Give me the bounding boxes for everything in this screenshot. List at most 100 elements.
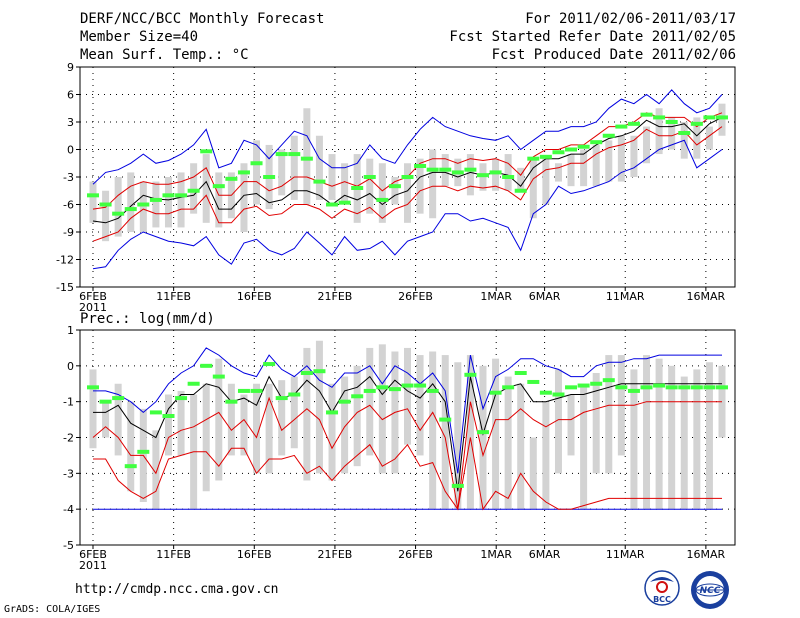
y-tick-label: -3 xyxy=(63,171,74,184)
grads-credit: GrADS: COLA/IGES xyxy=(4,604,101,615)
observed-mark xyxy=(363,175,376,179)
observed-mark xyxy=(250,388,263,393)
observed-mark xyxy=(137,449,150,454)
observed-mark xyxy=(514,371,527,375)
range-box xyxy=(366,347,374,456)
x-tick-label: 21FEB xyxy=(318,290,353,303)
observed-mark xyxy=(250,161,263,166)
inner_lower-line xyxy=(92,126,723,242)
range-box xyxy=(605,140,613,182)
observed-mark xyxy=(149,197,162,202)
y-tick-label: -15 xyxy=(56,281,74,294)
observed-mark xyxy=(426,388,439,393)
bcc-logo-text: BCC xyxy=(653,595,671,604)
observed-mark xyxy=(590,140,603,145)
range-box xyxy=(567,394,575,456)
range-box xyxy=(643,355,651,510)
observed-mark xyxy=(539,390,552,395)
range-box xyxy=(378,344,386,474)
range-box xyxy=(127,172,135,232)
range-box xyxy=(668,365,676,510)
observed-mark xyxy=(162,193,175,198)
range-box xyxy=(492,358,500,510)
range-box xyxy=(177,390,185,456)
range-box xyxy=(404,163,411,223)
range-box xyxy=(517,383,525,510)
range-box xyxy=(580,387,588,510)
observed-mark xyxy=(338,399,351,404)
observed-mark xyxy=(577,383,590,388)
x-tick-label: 1MAR xyxy=(480,548,512,561)
range-box xyxy=(265,383,273,474)
observed-mark xyxy=(376,385,389,390)
range-box xyxy=(567,154,575,187)
range-box xyxy=(718,103,726,136)
range-box xyxy=(416,158,424,214)
y-tick-label: -4 xyxy=(63,503,74,516)
x-tick-label: 16MAR xyxy=(687,548,726,561)
observed-mark xyxy=(464,167,477,172)
x-tick-label: 21FEB xyxy=(318,548,353,561)
range-box xyxy=(630,135,638,177)
range-box xyxy=(164,394,172,456)
observed-mark xyxy=(703,385,716,390)
bcc-logo: BCC xyxy=(644,570,680,606)
chart-title: DERF/NCC/BCC Monthly Forecast xyxy=(80,11,325,27)
observed-mark xyxy=(577,144,590,149)
range-box xyxy=(416,355,424,456)
range-box xyxy=(127,401,135,492)
observed-mark xyxy=(476,430,489,435)
observed-mark xyxy=(690,121,703,126)
y-tick-label: 3 xyxy=(67,116,74,129)
observed-mark xyxy=(665,120,678,124)
started-refer-date: Fcst Started Refer Date 2011/02/05 xyxy=(449,29,736,45)
range-box xyxy=(391,177,399,205)
range-box xyxy=(504,154,512,191)
y-tick-label: -1 xyxy=(63,396,74,409)
range-box xyxy=(290,135,298,200)
observed-mark xyxy=(149,410,162,415)
observed-mark xyxy=(351,186,364,190)
observed-mark xyxy=(263,175,276,179)
range-box xyxy=(378,163,386,223)
range-box xyxy=(114,383,122,456)
website-url[interactable]: http://cmdp.ncc.cma.gov.cn xyxy=(75,582,279,597)
observed-mark xyxy=(288,392,301,397)
range-box xyxy=(215,172,223,228)
observed-mark xyxy=(300,156,313,161)
range-box xyxy=(315,340,323,474)
observed-mark xyxy=(376,197,389,202)
observed-mark xyxy=(275,152,288,157)
observed-mark xyxy=(187,381,200,386)
y-tick-label: -5 xyxy=(63,539,74,552)
outer_upper-line xyxy=(93,347,722,474)
x-tick-label: 11FEB xyxy=(156,548,191,561)
observed-mark xyxy=(237,388,250,393)
range-box xyxy=(102,401,110,438)
observed-mark xyxy=(363,388,376,393)
observed-mark xyxy=(502,385,515,390)
range-box xyxy=(492,158,500,191)
observed-mark xyxy=(678,131,691,135)
range-box xyxy=(693,117,701,159)
range-box xyxy=(164,177,172,228)
range-box xyxy=(315,135,323,200)
observed-mark xyxy=(439,417,452,422)
y-tick-label: -9 xyxy=(63,226,74,239)
observed-mark xyxy=(200,149,213,154)
observed-mark xyxy=(175,193,188,198)
range-box xyxy=(429,149,437,219)
range-box xyxy=(554,163,562,182)
produced-date: Fcst Produced Date 2011/02/06 xyxy=(491,47,736,63)
range-box xyxy=(617,135,625,182)
range-box xyxy=(353,365,361,467)
observed-mark xyxy=(716,115,728,120)
range-box xyxy=(668,117,676,150)
x-tick-label: 6FEB xyxy=(79,548,107,561)
range-box xyxy=(441,355,449,510)
range-box xyxy=(366,158,374,214)
range-box xyxy=(227,383,235,456)
outer_lower-line xyxy=(92,139,723,270)
